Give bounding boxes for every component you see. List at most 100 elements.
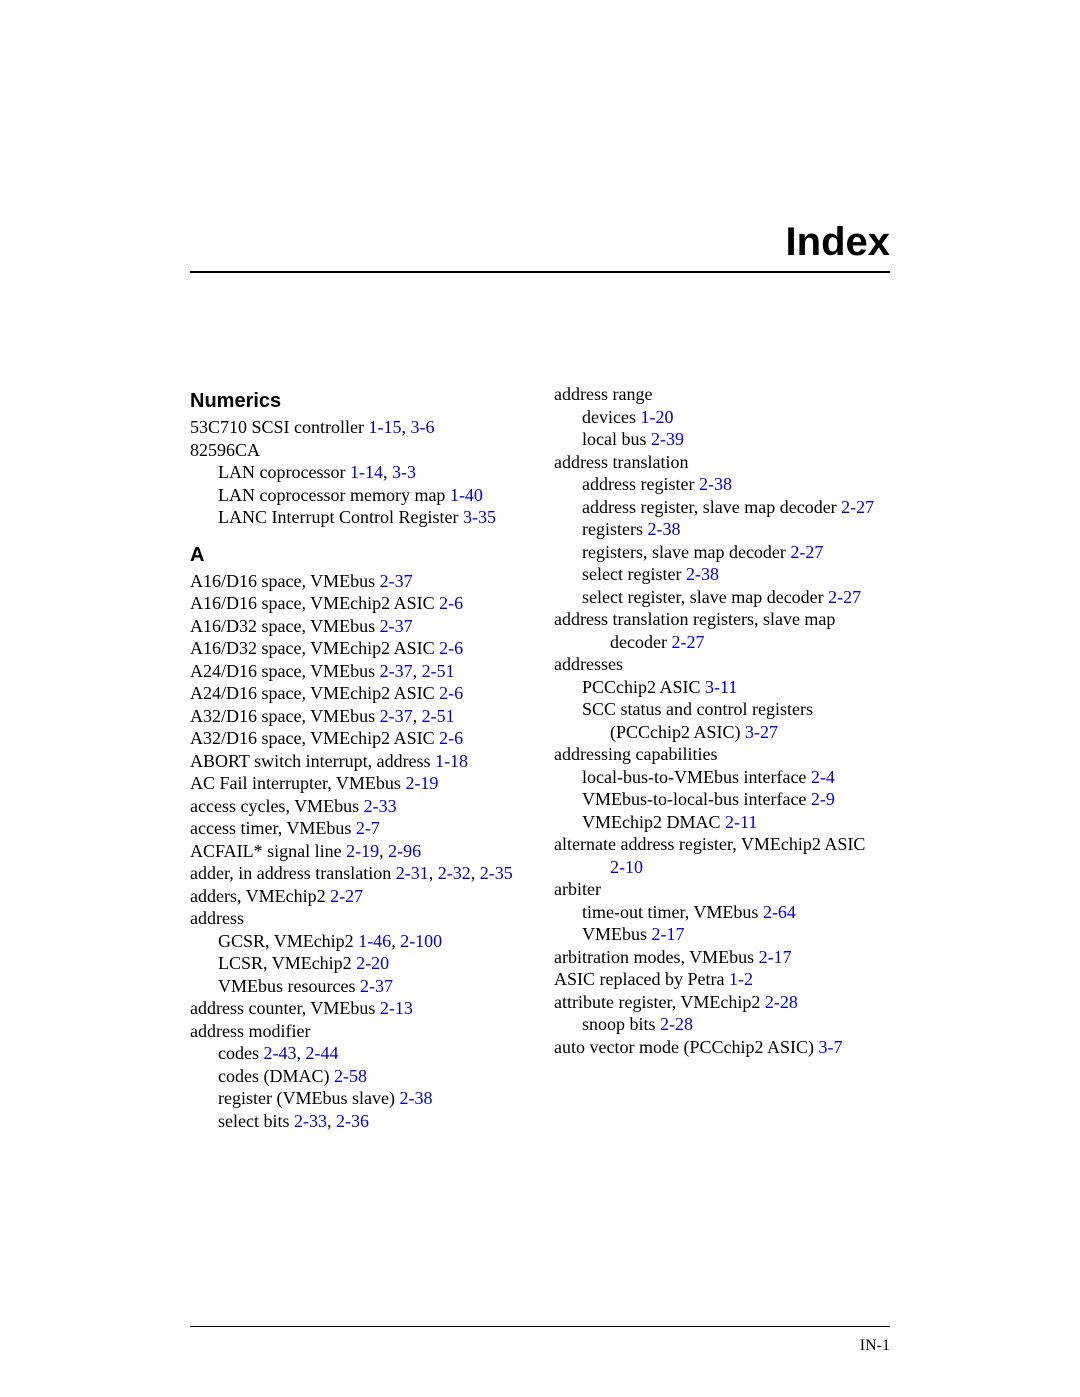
page-ref-link[interactable]: 2-27	[828, 587, 861, 607]
index-text: 53C710 SCSI controller	[190, 417, 369, 437]
page-ref-link[interactable]: 2-51	[422, 706, 455, 726]
index-text: alternate address register, VMEchip2 ASI…	[554, 834, 865, 854]
index-text: LCSR, VMEchip2	[218, 953, 356, 973]
index-entry: A32/D16 space, VMEbus 2-37, 2-51	[190, 705, 526, 728]
page-ref-link[interactable]: 2-27	[671, 632, 704, 652]
page-ref-link[interactable]: 1-20	[640, 407, 673, 427]
index-text: ,	[379, 841, 388, 861]
page-ref-link[interactable]: 2-38	[399, 1088, 432, 1108]
index-text: ,	[391, 931, 400, 951]
page-ref-link[interactable]: 2-9	[811, 789, 835, 809]
page-ref-link[interactable]: 2-37	[360, 976, 393, 996]
page-ref-link[interactable]: 1-2	[729, 969, 753, 989]
page-ref-link[interactable]: 1-15	[369, 417, 402, 437]
page-ref-link[interactable]: 2-32	[438, 863, 471, 883]
page-ref-link[interactable]: 2-11	[725, 812, 757, 832]
index-entry: VMEchip2 DMAC 2-11	[582, 811, 890, 834]
index-entry: adders, VMEchip2 2-27	[190, 885, 526, 908]
page-ref-link[interactable]: 1-18	[435, 751, 468, 771]
index-entry: codes 2-43, 2-44	[218, 1042, 526, 1065]
index-entry: LCSR, VMEchip2 2-20	[218, 952, 526, 975]
page-ref-link[interactable]: 2-6	[439, 683, 463, 703]
index-text: VMEbus resources	[218, 976, 360, 996]
index-text: addressing capabilities	[554, 744, 717, 764]
page-ref-link[interactable]: 2-37	[380, 706, 413, 726]
index-text: ,	[413, 661, 422, 681]
index-entry: address modifier	[190, 1020, 526, 1043]
right-column: address rangedevices 1-20local bus 2-39a…	[554, 383, 890, 1132]
page-ref-link[interactable]: 2-10	[610, 857, 643, 877]
index-text: codes	[218, 1043, 263, 1063]
page-ref-link[interactable]: 2-27	[790, 542, 823, 562]
page-ref-link[interactable]: 1-46	[358, 931, 391, 951]
page-ref-link[interactable]: 2-35	[480, 863, 513, 883]
page-ref-link[interactable]: 2-6	[439, 728, 463, 748]
page-ref-link[interactable]: 3-3	[392, 462, 416, 482]
page-ref-link[interactable]: 2-13	[380, 998, 413, 1018]
index-entry: snoop bits 2-28	[582, 1013, 890, 1036]
page-ref-link[interactable]: 2-6	[439, 638, 463, 658]
page-ref-link[interactable]: 2-44	[305, 1043, 338, 1063]
index-entry: arbiter	[554, 878, 890, 901]
page-ref-link[interactable]: 3-27	[745, 722, 778, 742]
index-text: auto vector mode (PCCchip2 ASIC)	[554, 1037, 818, 1057]
index-text: GCSR, VMEchip2	[218, 931, 358, 951]
page-ref-link[interactable]: 2-33	[294, 1111, 327, 1131]
index-text: A16/D32 space, VMEbus	[190, 616, 380, 636]
page-ref-link[interactable]: 2-37	[380, 616, 413, 636]
page-ref-link[interactable]: 2-37	[380, 661, 413, 681]
page-ref-link[interactable]: 2-96	[388, 841, 421, 861]
page-ref-link[interactable]: 2-37	[380, 571, 413, 591]
page-ref-link[interactable]: 2-4	[811, 767, 835, 787]
page-ref-link[interactable]: 2-17	[652, 924, 685, 944]
index-text: PCCchip2 ASIC	[582, 677, 705, 697]
index-entry: VMEbus 2-17	[582, 923, 890, 946]
index-entry: LAN coprocessor memory map 1-40	[218, 484, 526, 507]
page-ref-link[interactable]: 2-20	[356, 953, 389, 973]
page-ref-link[interactable]: 2-17	[759, 947, 792, 967]
index-text: registers	[582, 519, 647, 539]
page-ref-link[interactable]: 2-36	[336, 1111, 369, 1131]
page-ref-link[interactable]: 2-38	[699, 474, 732, 494]
page-ref-link[interactable]: 2-31	[396, 863, 429, 883]
page-ref-link[interactable]: 2-27	[841, 497, 874, 517]
index-text: A16/D16 space, VMEchip2 ASIC	[190, 593, 439, 613]
index-text: access timer, VMEbus	[190, 818, 356, 838]
index-entry: (PCCchip2 ASIC) 3-27	[610, 721, 890, 744]
index-text: adder, in address translation	[190, 863, 396, 883]
index-entry: PCCchip2 ASIC 3-11	[582, 676, 890, 699]
page-ref-link[interactable]: 1-14	[350, 462, 383, 482]
page-ref-link[interactable]: 3-11	[705, 677, 737, 697]
index-text: VMEbus-to-local-bus interface	[582, 789, 811, 809]
index-entry: select register 2-38	[582, 563, 890, 586]
index-text: A24/D16 space, VMEbus	[190, 661, 380, 681]
page-ref-link[interactable]: 2-33	[364, 796, 397, 816]
page-ref-link[interactable]: 2-100	[400, 931, 442, 951]
page-ref-link[interactable]: 2-39	[651, 429, 684, 449]
page-ref-link[interactable]: 2-27	[330, 886, 363, 906]
index-text: local-bus-to-VMEbus interface	[582, 767, 811, 787]
page-ref-link[interactable]: 2-51	[422, 661, 455, 681]
page-ref-link[interactable]: 3-7	[818, 1037, 842, 1057]
page-ref-link[interactable]: 2-38	[686, 564, 719, 584]
page-ref-link[interactable]: 3-35	[463, 507, 496, 527]
index-entry: attribute register, VMEchip2 2-28	[554, 991, 890, 1014]
index-text: address	[190, 908, 244, 928]
page-ref-link[interactable]: 1-40	[450, 485, 483, 505]
page-ref-link[interactable]: 2-6	[439, 593, 463, 613]
index-entry: A16/D32 space, VMEbus 2-37	[190, 615, 526, 638]
page-ref-link[interactable]: 2-28	[765, 992, 798, 1012]
page-ref-link[interactable]: 2-64	[763, 902, 796, 922]
page-ref-link[interactable]: 2-19	[346, 841, 379, 861]
page-ref-link[interactable]: 2-7	[356, 818, 380, 838]
index-text: address range	[554, 384, 652, 404]
page-ref-link[interactable]: 2-43	[263, 1043, 296, 1063]
page-ref-link[interactable]: 2-38	[647, 519, 680, 539]
index-entry: arbitration modes, VMEbus 2-17	[554, 946, 890, 969]
page-ref-link[interactable]: 2-28	[660, 1014, 693, 1034]
page-footer-area: IN-1	[0, 1308, 1080, 1355]
page-ref-link[interactable]: 2-19	[405, 773, 438, 793]
page-ref-link[interactable]: 2-58	[334, 1066, 367, 1086]
index-text: ABORT switch interrupt, address	[190, 751, 435, 771]
page-ref-link[interactable]: 3-6	[411, 417, 435, 437]
